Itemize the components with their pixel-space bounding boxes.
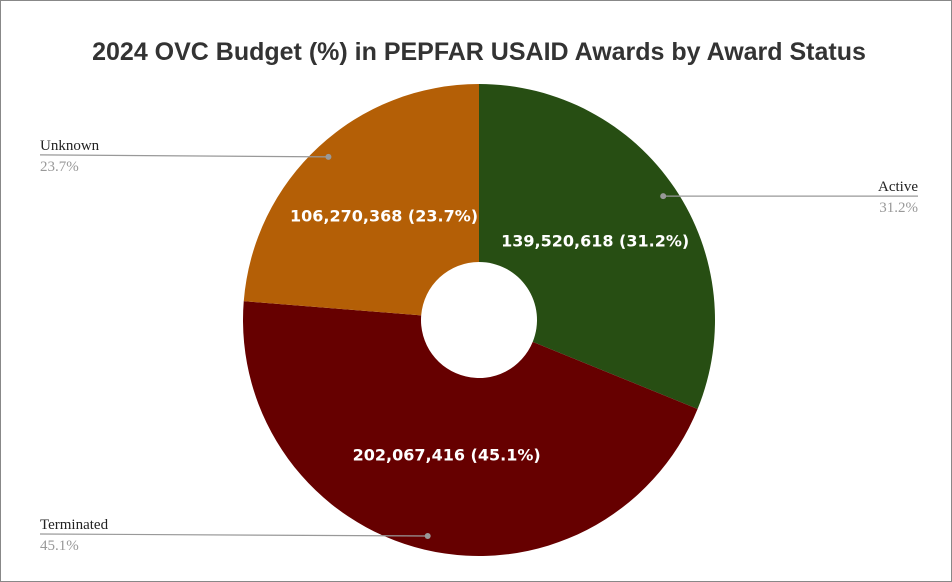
slice-label: 139,520,618 (31.2%) xyxy=(501,231,689,250)
slice-label: 202,067,416 (45.1%) xyxy=(353,446,541,465)
slice xyxy=(243,84,479,316)
callout-line xyxy=(39,154,329,158)
legend-label: Unknown xyxy=(40,138,100,154)
slice xyxy=(242,301,698,556)
legend-percent: 23.7% xyxy=(40,159,79,175)
callout-dot xyxy=(325,153,332,160)
legend-label: Active xyxy=(878,179,918,195)
legend-percent: 31.2% xyxy=(879,200,918,216)
slice xyxy=(479,84,715,409)
callout-dot xyxy=(424,532,431,539)
callout-line xyxy=(39,533,428,537)
chart-title: 2024 OVC Budget (%) in PEPFAR USAID Awar… xyxy=(92,38,866,66)
legend-percent: 45.1% xyxy=(40,538,79,554)
callout-dot xyxy=(660,193,667,200)
slice-label: 106,270,368 (23.7%) xyxy=(290,207,478,226)
legend-label: Terminated xyxy=(40,517,109,533)
